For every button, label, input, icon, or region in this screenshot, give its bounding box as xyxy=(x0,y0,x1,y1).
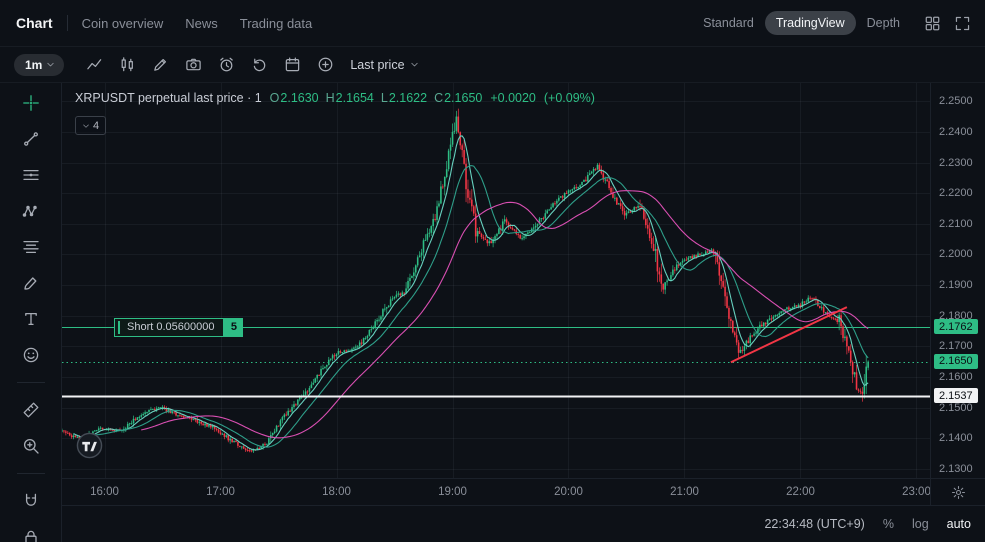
price-tick: 2.1900 xyxy=(939,279,973,292)
top-nav-icons xyxy=(911,15,971,32)
price-source-selector[interactable]: Last price xyxy=(350,58,418,72)
drawing-toolbar xyxy=(0,83,62,542)
layout-grid-icon[interactable] xyxy=(924,15,941,32)
price-source-label: Last price xyxy=(350,57,405,72)
view-mode-switcher: Standard TradingView Depth xyxy=(692,11,985,35)
time-tick: 18:00 xyxy=(322,486,351,498)
position-label: Short 0.05600000 xyxy=(127,321,215,334)
clock: 22:34:48 (UTC+9) xyxy=(764,517,865,531)
tab-divider xyxy=(66,15,68,31)
price-tick: 2.2000 xyxy=(939,248,973,261)
interval-label: 1m xyxy=(25,57,43,72)
zoom-in-icon[interactable] xyxy=(22,437,40,455)
view-mode-tradingview[interactable]: TradingView xyxy=(764,11,856,35)
time-tick: 21:00 xyxy=(670,486,699,498)
position-tag-body: Short 0.05600000 xyxy=(114,317,225,337)
toolbar-divider xyxy=(16,473,45,474)
axis-corner xyxy=(930,478,985,505)
brush-icon[interactable] xyxy=(22,274,40,292)
price-tick: 2.1600 xyxy=(939,370,973,383)
price-label-2-1650[interactable]: 2.1650 xyxy=(934,353,978,369)
position-badge[interactable]: 5 xyxy=(224,317,244,337)
tab-trading-data[interactable]: Trading data xyxy=(239,15,313,31)
price-tick: 2.2400 xyxy=(939,125,973,138)
crosshair-icon[interactable] xyxy=(22,94,40,112)
candles-icon[interactable] xyxy=(119,56,136,73)
position-tag[interactable]: Short 0.05600000 5 xyxy=(114,317,244,337)
candlestick-canvas[interactable] xyxy=(62,83,930,478)
scale-btn-auto[interactable]: auto xyxy=(946,517,971,531)
replay-icon[interactable] xyxy=(251,56,268,73)
fib-retracement-icon[interactable] xyxy=(22,238,40,256)
view-mode-standard[interactable]: Standard xyxy=(703,16,754,30)
time-tick: 19:00 xyxy=(438,486,467,498)
chevron-down-icon xyxy=(46,60,55,69)
toolbar-icons xyxy=(78,56,342,73)
tab-news[interactable]: News xyxy=(185,15,218,31)
price-tick: 2.2100 xyxy=(939,217,973,230)
time-tick: 20:00 xyxy=(554,486,583,498)
price-tick: 2.1300 xyxy=(939,462,973,475)
top-nav: Chart Coin overview News Trading data Stand… xyxy=(0,0,985,47)
text-tool-icon[interactable] xyxy=(22,310,40,328)
price-tick: 2.1700 xyxy=(939,340,973,353)
position-tag-accent-bar xyxy=(118,320,120,334)
horizontal-lines-icon[interactable] xyxy=(22,166,40,184)
fullscreen-icon[interactable] xyxy=(954,15,971,32)
emoji-icon[interactable] xyxy=(22,346,40,364)
price-tick: 2.2200 xyxy=(939,187,973,200)
time-tick: 22:00 xyxy=(786,486,815,498)
price-tick: 2.1400 xyxy=(939,432,973,445)
price-axis[interactable]: 2.2500 2.2400 2.2300 2.2200 2.2100 2.2000 2.19… xyxy=(930,83,985,478)
lock-icon[interactable] xyxy=(22,528,40,542)
price-label-2-1762[interactable]: 2.1762 xyxy=(934,319,978,335)
scale-buttons: % log auto xyxy=(883,517,971,531)
measure-icon[interactable] xyxy=(22,401,40,419)
chevron-down-icon xyxy=(82,122,90,130)
magnet-icon[interactable] xyxy=(22,492,40,510)
price-tick: 2.1500 xyxy=(939,401,973,414)
camera-icon[interactable] xyxy=(185,56,202,73)
trend-line-icon[interactable] xyxy=(22,130,40,148)
scale-btn-[interactable]: % xyxy=(882,517,894,531)
xabcd-pattern-icon[interactable] xyxy=(22,202,40,220)
line-chart-icon[interactable] xyxy=(86,56,103,73)
draw-icon[interactable] xyxy=(152,56,169,73)
time-tick: 17:00 xyxy=(206,486,235,498)
chart-plot-area[interactable]: XRPUSDT perpetual last price · 1 O2.1630… xyxy=(62,83,930,478)
price-label-2-1537[interactable]: 2.1537 xyxy=(934,388,978,404)
interval-selector[interactable]: 1m xyxy=(14,53,65,76)
view-mode-pills: Standard TradingView Depth xyxy=(692,11,911,35)
view-mode-depth[interactable]: Depth xyxy=(866,16,900,30)
bottom-bar: 22:34:48 (UTC+9) % log auto xyxy=(62,505,985,542)
indicator-count: 4 xyxy=(93,119,100,132)
indicator-collapse-box[interactable]: 4 xyxy=(75,116,107,135)
chevron-down-icon xyxy=(410,60,419,69)
plus-circle-icon[interactable] xyxy=(317,56,334,73)
calendar-icon[interactable] xyxy=(284,56,301,73)
scale-btn-log[interactable]: log xyxy=(911,517,929,531)
top-tabs: Chart Coin overview News Trading data xyxy=(16,15,323,31)
tab-coin-overview[interactable]: Coin overview xyxy=(81,15,164,31)
gear-icon[interactable] xyxy=(951,485,966,500)
toolbar-divider xyxy=(16,382,45,383)
time-tick: 23:00 xyxy=(902,486,930,498)
price-tick: 2.2500 xyxy=(939,95,973,108)
time-axis[interactable]: 16:00 17:00 18:00 19:00 20:00 21:00 22:00 23:00 xyxy=(62,478,930,505)
tradingview-logo-icon[interactable] xyxy=(76,432,103,459)
alarm-icon[interactable] xyxy=(218,56,235,73)
chart-toolbar: 1m Last price xyxy=(0,47,985,83)
price-tick: 2.1800 xyxy=(939,309,973,322)
time-tick: 16:00 xyxy=(90,486,119,498)
price-tick: 2.2300 xyxy=(939,156,973,169)
tab-chart[interactable]: Chart xyxy=(16,15,53,31)
